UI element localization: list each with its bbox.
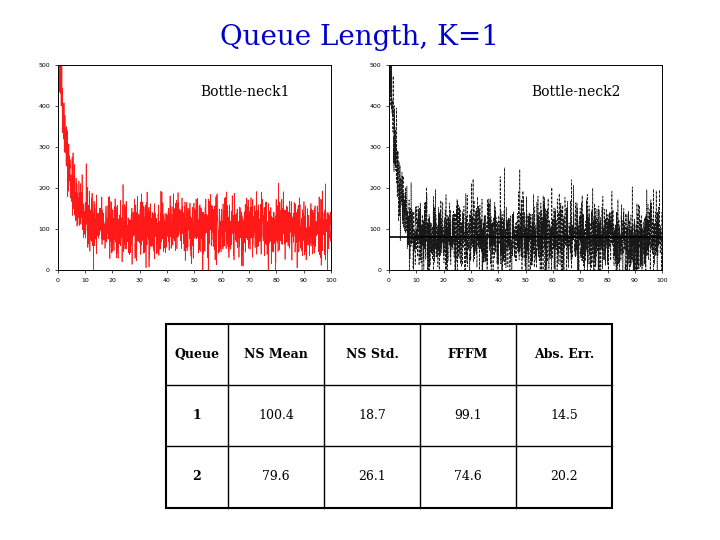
- Text: Queue: Queue: [174, 348, 220, 361]
- Text: 100.4: 100.4: [258, 409, 294, 422]
- Text: 79.6: 79.6: [262, 470, 290, 483]
- Text: NS Std.: NS Std.: [346, 348, 398, 361]
- Text: Queue Length, K=1: Queue Length, K=1: [220, 24, 500, 51]
- Text: Bottle-neck1: Bottle-neck1: [200, 85, 289, 99]
- Text: Bottle-neck2: Bottle-neck2: [531, 85, 621, 99]
- Text: 99.1: 99.1: [454, 409, 482, 422]
- Text: NS Mean: NS Mean: [244, 348, 308, 361]
- Text: 18.7: 18.7: [358, 409, 386, 422]
- Text: 26.1: 26.1: [358, 470, 386, 483]
- Text: Abs. Err.: Abs. Err.: [534, 348, 594, 361]
- Text: 74.6: 74.6: [454, 470, 482, 483]
- Text: 20.2: 20.2: [550, 470, 578, 483]
- Text: 14.5: 14.5: [550, 409, 578, 422]
- Text: 2: 2: [192, 470, 201, 483]
- Text: FFFM: FFFM: [448, 348, 488, 361]
- Text: 1: 1: [192, 409, 201, 422]
